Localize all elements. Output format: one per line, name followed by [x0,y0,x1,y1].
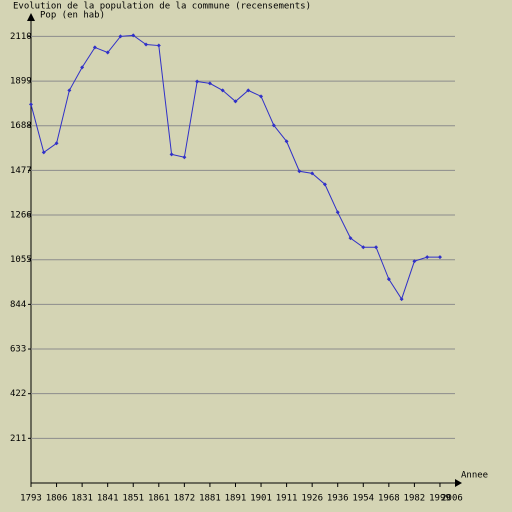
data-point [322,182,327,187]
x-tick-label: 1911 [276,494,298,504]
data-point [92,45,97,50]
y-tick-label: 1055 [10,255,32,265]
data-point [284,139,289,144]
x-tick-label: 1851 [122,494,144,504]
data-point [425,255,430,260]
x-axis-label: Annee [461,471,488,481]
y-tick-label: 633 [10,345,26,355]
y-tick-label: 422 [10,389,26,399]
data-point [310,171,315,176]
data-point [144,42,149,47]
data-point [207,81,212,86]
data-point [156,43,161,48]
x-tick-label: 1982 [404,494,426,504]
data-point [118,34,123,39]
x-tick-label: 1901 [250,494,272,504]
data-point [233,99,238,104]
data-point [220,88,225,93]
data-point [399,297,404,302]
x-tick-label: 1968 [378,494,400,504]
y-tick-label: 211 [10,434,26,444]
x-tick-label: 1954 [352,494,374,504]
y-tick-label: 1477 [10,166,32,176]
data-point [131,33,136,38]
x-tick-label: 1861 [148,494,170,504]
data-point [246,88,251,93]
data-point [182,155,187,160]
data-point [297,169,302,174]
data-point [67,88,72,93]
data-point [437,255,442,260]
chart-title: Evolution de la population de la commune… [13,2,311,12]
data-point [54,141,59,146]
data-point [169,152,174,157]
data-point [271,123,276,128]
y-axis-label: Pop (en hab) [40,11,105,21]
y-tick-label: 1688 [10,121,32,131]
x-tick-label: 1872 [174,494,196,504]
x-tick-label: 1891 [225,494,247,504]
x-tick-label: 1881 [199,494,221,504]
data-point [374,245,379,250]
x-tick-label: 1926 [301,494,323,504]
y-tick-label: 2110 [10,32,32,42]
x-tick-label: 1806 [46,494,68,504]
data-point [80,65,85,70]
data-point [335,210,340,215]
data-point [105,50,110,55]
data-point [29,102,33,107]
data-point [386,277,391,282]
data-point [412,259,417,264]
y-tick-label: 1266 [10,211,32,221]
x-tick-label: 1841 [97,494,119,504]
data-point [361,245,366,250]
x-tick-label: 1999 [429,494,451,504]
x-tick-label: 1831 [71,494,93,504]
y-tick-label: 844 [10,300,26,310]
data-point [195,79,200,84]
data-point [41,150,46,155]
x-axis-arrow [455,479,462,487]
y-tick-label: 1899 [10,77,32,87]
data-point [348,236,353,241]
x-tick-label: 2006 [441,494,463,504]
data-point [259,94,264,99]
x-tick-label: 1936 [327,494,349,504]
y-axis-arrow [27,13,35,21]
x-tick-label: 1793 [20,494,42,504]
